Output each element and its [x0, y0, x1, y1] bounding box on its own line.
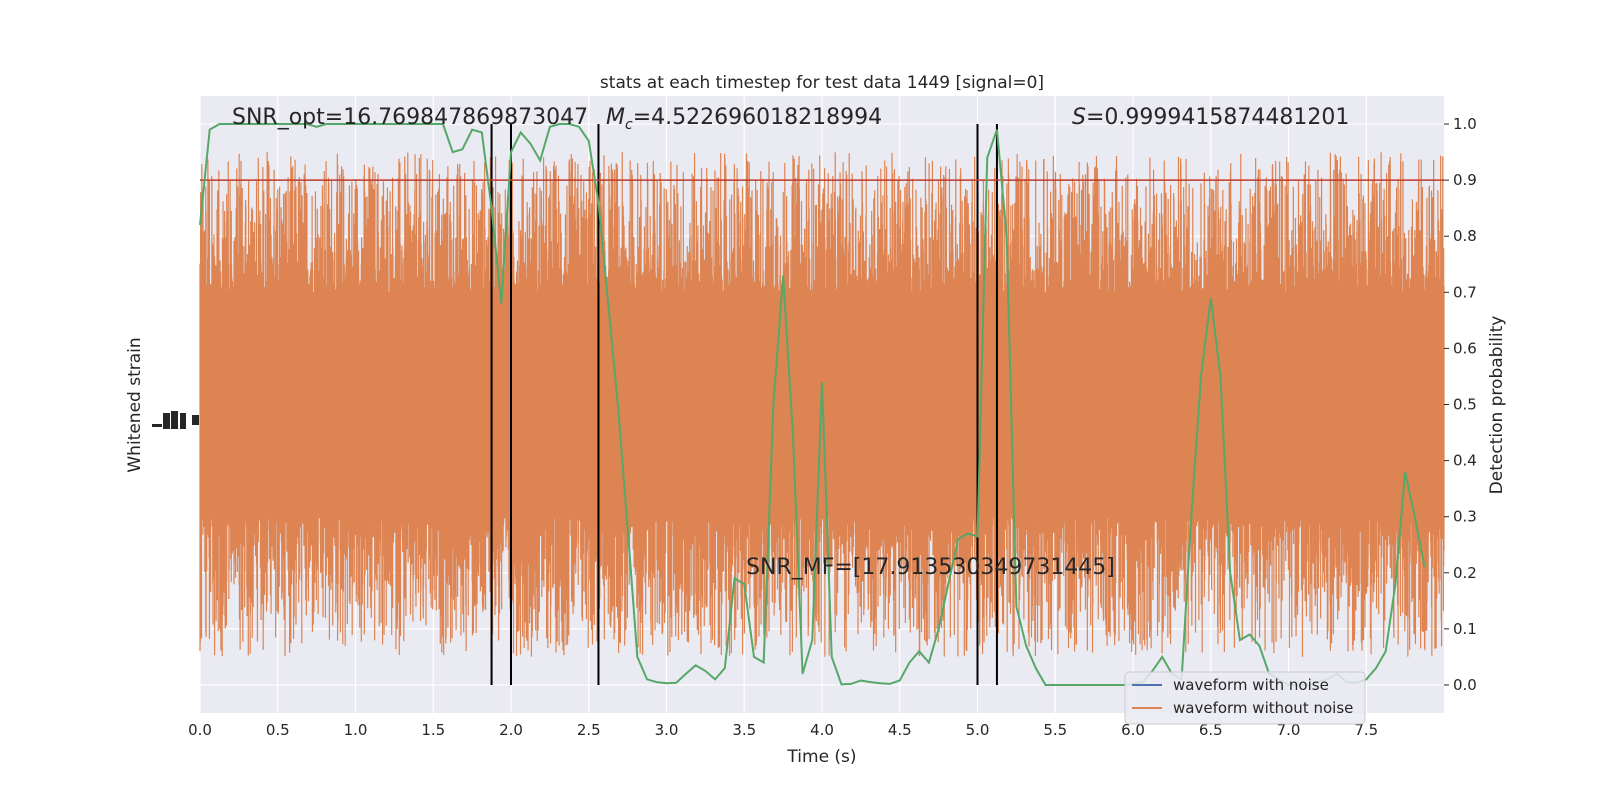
- vertical-markers: [490, 124, 998, 685]
- x-axis-label: Time (s): [786, 747, 856, 767]
- x-tick-label: 6.5: [1199, 721, 1223, 739]
- y-tick-label: 0.3: [1453, 508, 1477, 526]
- x-tick-label: 3.0: [655, 721, 679, 739]
- legend-label-without-noise: waveform without noise: [1173, 699, 1353, 717]
- x-tick-label: 5.0: [966, 721, 990, 739]
- y-tick-label: 0.7: [1453, 283, 1477, 301]
- detection-probability-line: [199, 123, 1426, 686]
- x-tick-label: 5.5: [1043, 721, 1067, 739]
- legend: waveform with noise waveform without noi…: [1124, 671, 1366, 725]
- y-tick-label: 0.2: [1453, 564, 1477, 582]
- x-tick-label: 7.0: [1277, 721, 1301, 739]
- x-tick-label: 6.0: [1121, 721, 1145, 739]
- x-tick-label: 3.5: [732, 721, 756, 739]
- y-axis-label-right: Detection probability: [1487, 316, 1507, 495]
- s-symbol: S: [1072, 105, 1086, 130]
- snr-opt-annotation: SNR_opt=16.769847869873047: [232, 105, 588, 130]
- x-tick-label: 4.0: [810, 721, 834, 739]
- snr-mf-annotation: SNR_MF=[17.913530349731445]: [746, 555, 1115, 580]
- left-axis-artifact: [152, 411, 199, 429]
- y-tick-label: 0.5: [1453, 396, 1477, 414]
- s-annotation: S=0.9999415874481201: [1072, 105, 1349, 130]
- x-tick-label: 2.0: [499, 721, 523, 739]
- chirp-mass-subscript: c: [625, 117, 633, 133]
- legend-box: [1124, 671, 1366, 725]
- chirp-mass-symbol: M: [606, 105, 625, 130]
- x-tick-label: 0.5: [266, 721, 290, 739]
- y-tick-label: 0.6: [1453, 339, 1477, 357]
- x-tick-label: 7.5: [1354, 721, 1378, 739]
- chirp-mass-value: =4.522696018218994: [633, 105, 882, 130]
- y-tick-label: 1.0: [1453, 115, 1477, 133]
- chirp-mass-annotation: Mc=4.522696018218994: [606, 105, 882, 133]
- x-tick-label: 2.5: [577, 721, 601, 739]
- y-tick-label: 0.4: [1453, 452, 1477, 470]
- x-tick-labels: 0.0 0.5 1.0 1.5 2.0 2.5 3.0 3.5 4.0 4.5 5.0 5.5 6.0 6…: [188, 721, 1378, 739]
- x-tick-label: 4.5: [888, 721, 912, 739]
- y-tick-label: 0.9: [1453, 171, 1477, 189]
- x-tick-label: 1.5: [421, 721, 445, 739]
- y-tick-labels: 0.0 0.1 0.2 0.3 0.4 0.5 0.6 0.7 0.8 0.9 1.0: [1444, 115, 1477, 694]
- y-tick-label: 0.8: [1453, 227, 1477, 245]
- legend-label-with-noise: waveform with noise: [1173, 676, 1329, 694]
- strain-trace: [199, 152, 1445, 657]
- y-tick-label: 0.0: [1453, 676, 1477, 694]
- s-value: =0.9999415874481201: [1086, 105, 1349, 130]
- x-tick-label: 1.0: [344, 721, 368, 739]
- x-tick-label: 0.0: [188, 721, 212, 739]
- y-tick-label: 0.1: [1453, 620, 1477, 638]
- chart-title: stats at each timestep for test data 144…: [600, 73, 1044, 93]
- y-axis-label-left: Whitened strain: [125, 337, 145, 472]
